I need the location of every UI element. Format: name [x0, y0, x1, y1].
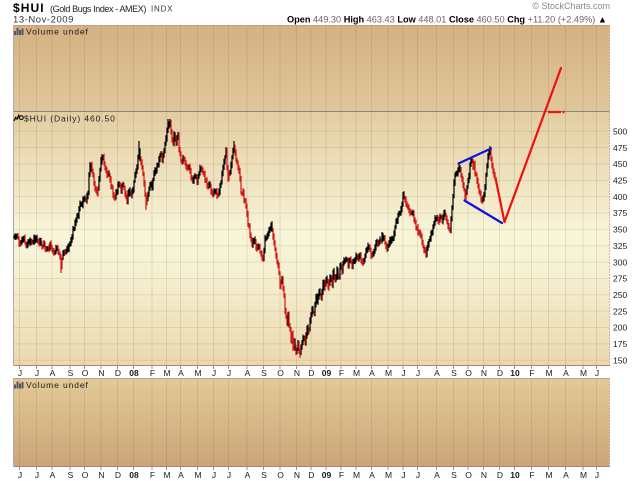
svg-text:$HUI (Daily) 460.50: $HUI (Daily) 460.50: [24, 114, 116, 124]
svg-text:D: D: [308, 470, 314, 480]
svg-text:A: A: [245, 470, 251, 480]
svg-text:(Gold Bugs Index - AMEX): (Gold Bugs Index - AMEX): [50, 4, 146, 14]
svg-text:A: A: [50, 368, 56, 378]
svg-text:J: J: [212, 470, 216, 480]
svg-text:M: M: [163, 470, 170, 480]
svg-text:D: D: [497, 470, 503, 480]
svg-text:225: 225: [613, 306, 627, 316]
svg-text:A: A: [369, 368, 375, 378]
svg-text:09: 09: [322, 470, 332, 480]
svg-text:J: J: [401, 368, 405, 378]
svg-text:S: S: [261, 368, 267, 378]
svg-text:A: A: [369, 470, 375, 480]
svg-text:J: J: [595, 470, 599, 480]
svg-text:09: 09: [322, 368, 332, 378]
svg-text:F: F: [529, 470, 534, 480]
svg-text:Volume undef: Volume undef: [26, 27, 89, 37]
svg-text:M: M: [194, 368, 201, 378]
svg-text:Volume undef: Volume undef: [26, 380, 89, 390]
svg-text:375: 375: [613, 208, 627, 218]
svg-text:N: N: [481, 368, 487, 378]
svg-text:J: J: [595, 368, 599, 378]
svg-text:13-Nov-2009: 13-Nov-2009: [13, 15, 74, 26]
svg-text:O: O: [277, 470, 284, 480]
svg-text:M: M: [163, 368, 170, 378]
svg-text:200: 200: [613, 323, 627, 333]
svg-text:O: O: [465, 470, 472, 480]
svg-text:J: J: [18, 368, 22, 378]
svg-text:500: 500: [613, 127, 627, 137]
svg-text:D: D: [497, 368, 503, 378]
svg-text:O: O: [277, 368, 284, 378]
svg-text:F: F: [150, 368, 155, 378]
svg-text:J: J: [227, 470, 231, 480]
svg-text:N: N: [98, 470, 104, 480]
svg-text:A: A: [245, 368, 251, 378]
svg-text:© StockCharts.com: © StockCharts.com: [532, 1, 610, 11]
svg-text:A: A: [50, 470, 56, 480]
svg-text:J: J: [416, 368, 420, 378]
svg-text:J: J: [18, 470, 22, 480]
svg-text:O: O: [82, 470, 89, 480]
svg-text:D: D: [308, 368, 314, 378]
svg-text:M: M: [545, 470, 552, 480]
svg-text:10: 10: [510, 470, 520, 480]
svg-text:A: A: [178, 470, 184, 480]
svg-text:400: 400: [613, 192, 627, 202]
svg-text:INDX: INDX: [151, 5, 173, 14]
svg-text:S: S: [68, 368, 74, 378]
svg-text:J: J: [35, 470, 39, 480]
svg-text:J: J: [416, 470, 420, 480]
svg-text:O: O: [82, 368, 89, 378]
svg-text:A: A: [434, 368, 440, 378]
svg-text:J: J: [212, 368, 216, 378]
svg-text:N: N: [98, 368, 104, 378]
svg-text:M: M: [580, 470, 587, 480]
svg-text:350: 350: [613, 225, 627, 235]
svg-text:J: J: [227, 368, 231, 378]
svg-text:10: 10: [510, 368, 520, 378]
svg-text:J: J: [401, 470, 405, 480]
svg-text:F: F: [339, 368, 344, 378]
svg-text:150: 150: [613, 355, 627, 365]
svg-text:O: O: [465, 368, 472, 378]
svg-text:475: 475: [613, 143, 627, 153]
svg-text:325: 325: [613, 241, 627, 251]
svg-text:N: N: [294, 470, 300, 480]
svg-text:A: A: [434, 470, 440, 480]
svg-text:275: 275: [613, 274, 627, 284]
svg-text:M: M: [353, 470, 360, 480]
svg-text:S: S: [451, 470, 457, 480]
svg-text:M: M: [353, 368, 360, 378]
svg-text:M: M: [545, 368, 552, 378]
svg-text:D: D: [115, 470, 121, 480]
svg-text:250: 250: [613, 290, 627, 300]
svg-text:S: S: [261, 470, 267, 480]
svg-text:S: S: [451, 368, 457, 378]
svg-text:M: M: [385, 368, 392, 378]
svg-text:M: M: [194, 470, 201, 480]
svg-text:$HUI: $HUI: [13, 1, 45, 15]
svg-text:F: F: [339, 470, 344, 480]
svg-text:J: J: [35, 368, 39, 378]
svg-text:Open 449.30 High 463.43 Low 44: Open 449.30 High 463.43 Low 448.01 Close…: [287, 15, 607, 25]
svg-text:N: N: [294, 368, 300, 378]
svg-text:A: A: [563, 470, 569, 480]
svg-text:A: A: [563, 368, 569, 378]
svg-text:D: D: [115, 368, 121, 378]
svg-text:N: N: [481, 470, 487, 480]
svg-text:300: 300: [613, 257, 627, 267]
svg-text:08: 08: [129, 368, 139, 378]
svg-text:M: M: [580, 368, 587, 378]
svg-text:175: 175: [613, 339, 627, 349]
svg-text:A: A: [178, 368, 184, 378]
svg-text:S: S: [68, 470, 74, 480]
svg-text:F: F: [150, 470, 155, 480]
svg-text:M: M: [385, 470, 392, 480]
svg-text:F: F: [529, 368, 534, 378]
svg-text:425: 425: [613, 176, 627, 186]
svg-text:450: 450: [613, 159, 627, 169]
svg-text:08: 08: [129, 470, 139, 480]
